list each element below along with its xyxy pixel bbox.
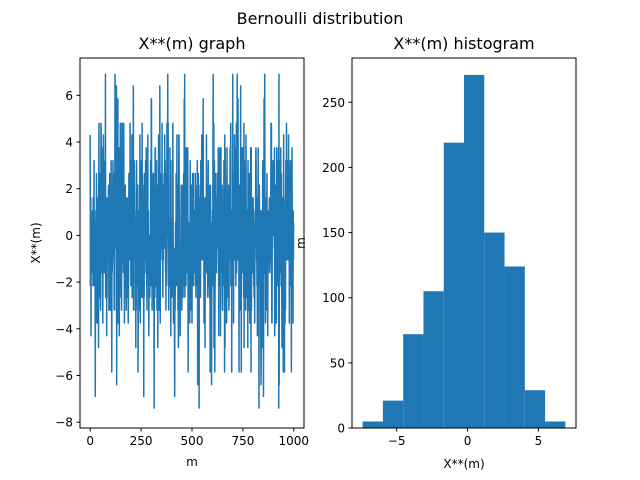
histogram-bar: [545, 421, 566, 428]
histogram-chart-title: X**(m) histogram: [393, 34, 534, 53]
y-tick-label: 6: [65, 89, 73, 103]
x-tick-label: 500: [181, 434, 204, 448]
x-tick-label: 750: [231, 434, 254, 448]
x-tick-label: 1000: [279, 434, 310, 448]
y-tick-label: 150: [322, 226, 345, 240]
histogram-y-axis: 0 50 100 150 200 250: [322, 96, 352, 436]
x-tick-label: 0: [86, 434, 94, 448]
histogram-bar: [484, 232, 505, 428]
y-tick-label: −4: [55, 322, 73, 336]
histogram-bar: [403, 334, 424, 428]
histogram-x-axis: −5 0 5: [388, 428, 542, 448]
x-tick-label: 0: [464, 434, 472, 448]
histogram-bar: [362, 421, 383, 428]
histogram-y-label: m: [294, 237, 308, 249]
line-chart-plot-area: [89, 73, 295, 409]
line-chart-title: X**(m) graph: [139, 34, 246, 53]
x-tick-label: 250: [130, 434, 153, 448]
histogram-bar: [464, 74, 485, 428]
histogram-bar: [443, 142, 464, 428]
histogram-bar: [504, 266, 525, 428]
y-tick-label: 0: [337, 422, 345, 436]
line-chart-x-label: m: [186, 455, 198, 469]
y-tick-label: −8: [55, 416, 73, 430]
x-tick-label: −5: [388, 434, 406, 448]
histogram-x-label: X**(m): [443, 457, 484, 471]
x-tick-label: 5: [535, 434, 543, 448]
y-tick-label: 100: [322, 291, 345, 305]
y-tick-label: 2: [65, 182, 73, 196]
figure-title: Bernoulli distribution: [237, 9, 404, 28]
line-chart-y-label: X**(m): [29, 222, 43, 263]
y-tick-label: 4: [65, 136, 73, 150]
histogram-bar: [382, 400, 404, 428]
series-line: [89, 73, 295, 409]
line-chart: X**(m) graph 0 250 500 750 1000 −8 −6 −4 −2 0 2 4 6…: [29, 34, 309, 469]
y-tick-label: −2: [55, 276, 73, 290]
y-tick-label: 250: [322, 96, 345, 110]
histogram-frame: [351, 57, 577, 429]
y-tick-label: −6: [55, 369, 73, 383]
histogram-plot-area: [362, 74, 566, 428]
y-tick-label: 0: [65, 229, 73, 243]
histogram-bar: [423, 291, 444, 428]
y-tick-label: 50: [330, 356, 345, 370]
y-tick-label: 200: [322, 161, 345, 175]
line-chart-x-axis: 0 250 500 750 1000: [86, 428, 309, 448]
line-chart-y-axis: −8 −6 −4 −2 0 2 4 6: [55, 89, 80, 430]
histogram-chart: X**(m) histogram −5 0 5 0 50 100 150 200 250 X*…: [294, 34, 577, 471]
histogram-bar: [524, 390, 546, 428]
